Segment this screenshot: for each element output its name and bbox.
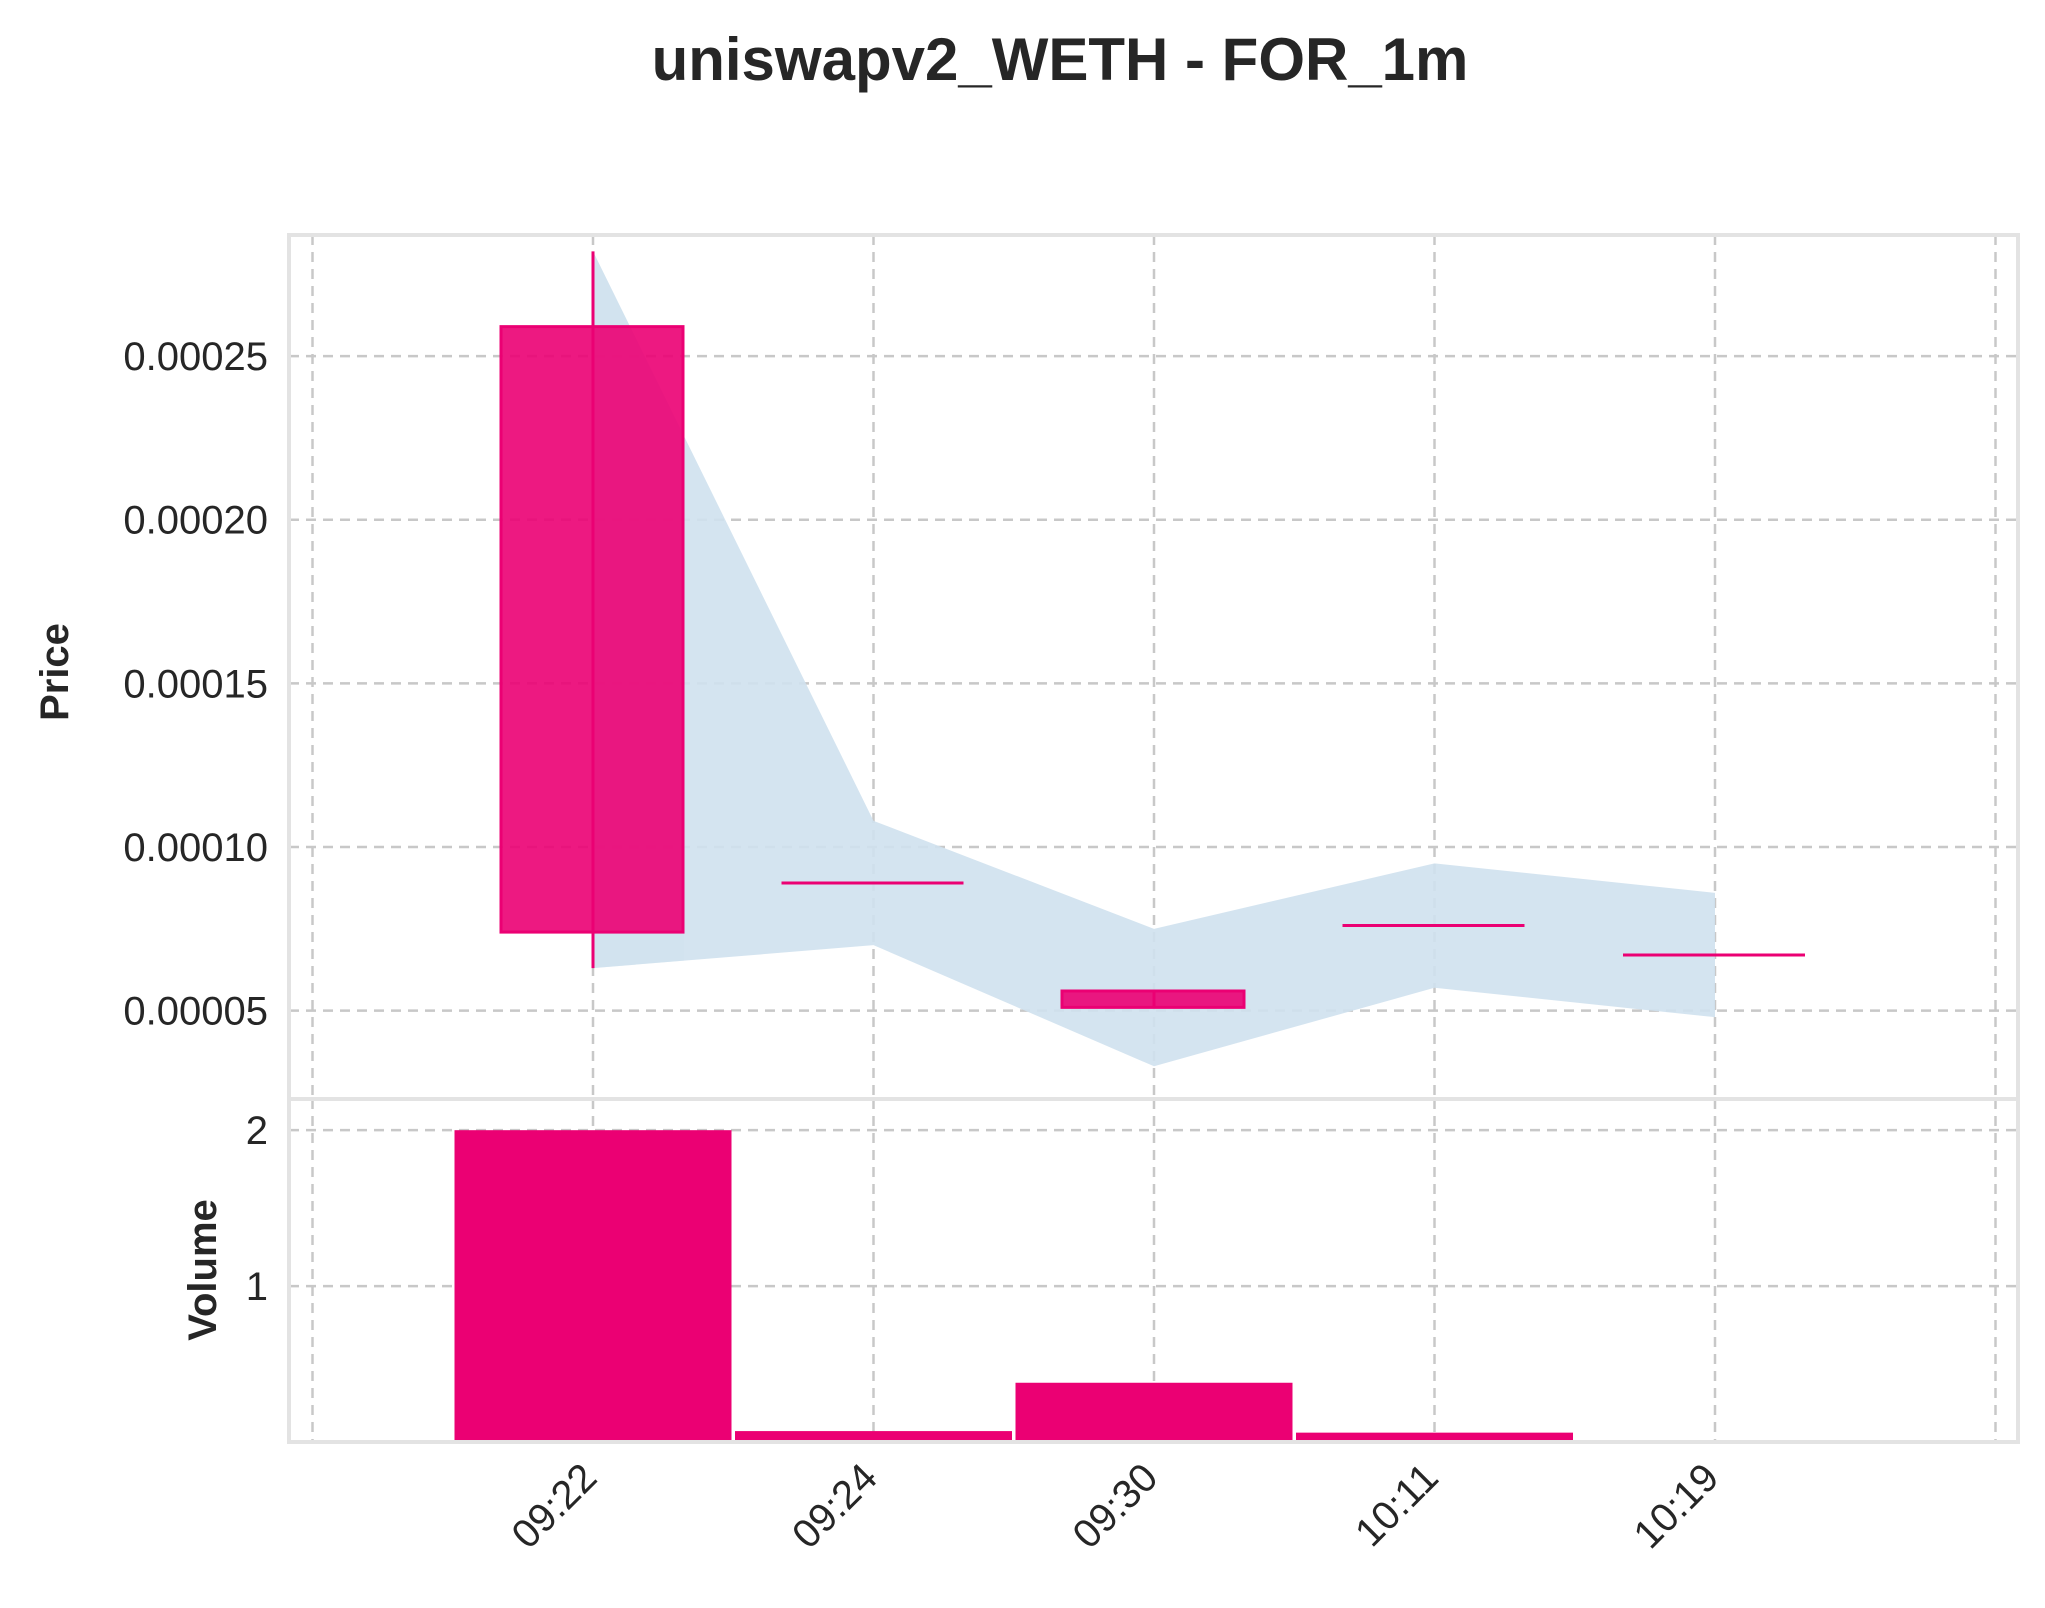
volume-bar xyxy=(1296,1432,1573,1442)
volume-bar xyxy=(735,1431,1012,1442)
price-tick-label: 0.00015 xyxy=(123,662,268,706)
x-tick-label: 09:22 xyxy=(503,1455,605,1557)
price-tick-label: 0.00025 xyxy=(123,335,268,379)
price-tick-label: 0.00020 xyxy=(123,499,268,543)
price-band-area xyxy=(593,251,1715,1067)
volume-bars xyxy=(454,1130,1854,1443)
price-candles xyxy=(499,251,1805,1009)
volume-axis-label: Volume xyxy=(181,1199,225,1341)
candle-body xyxy=(1060,989,1246,1009)
volume-bar xyxy=(1015,1382,1293,1442)
x-tick-label: 09:30 xyxy=(1064,1455,1166,1557)
price-axis-label: Price xyxy=(33,623,77,721)
price-y-ticks: 0.00005 0.00010 0.00015 0.00020 0.00025 xyxy=(123,335,268,1034)
price-tick-label: 0.00005 xyxy=(123,990,268,1034)
price-tick-label: 0.00010 xyxy=(123,826,268,870)
volume-tick-label: 2 xyxy=(246,1109,268,1153)
volume-y-ticks: 12 xyxy=(246,1109,268,1309)
x-tick-label: 09:24 xyxy=(784,1455,886,1557)
candle-body xyxy=(499,325,685,934)
x-tick-label: 10:19 xyxy=(1625,1455,1727,1557)
chart-title: uniswapv2_WETH - FOR_1m xyxy=(652,26,1469,93)
volume-tick-label: 1 xyxy=(246,1265,268,1309)
volume-panel-frame xyxy=(287,1097,2020,1444)
volume-gridlines xyxy=(289,1099,2018,1442)
volume-bar xyxy=(454,1130,732,1442)
x-axis-ticks: 09:22 09:24 09:30 10:11 10:19 xyxy=(503,1455,1727,1557)
x-tick-label: 10:11 xyxy=(1347,1455,1447,1555)
